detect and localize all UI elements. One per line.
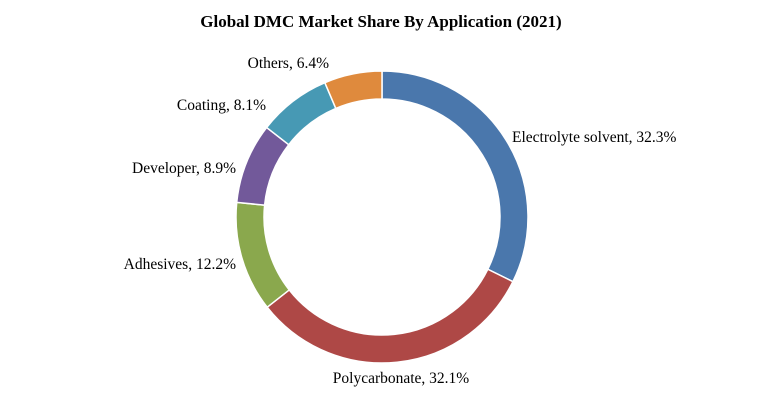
slice-adhesives — [235, 201, 291, 309]
slice-label-developer: Developer, 8.9% — [132, 160, 236, 177]
slice-label-electrolyte-solvent: Electrolyte solvent, 32.3% — [512, 129, 677, 146]
slice-label-adhesives: Adhesives, 12.2% — [124, 256, 236, 273]
labels-group: Electrolyte solvent, 32.3% Polycarbonate,… — [124, 55, 677, 387]
slice-coating — [265, 81, 337, 146]
slices-group — [235, 70, 529, 364]
slice-polycarbonate — [266, 268, 514, 364]
slice-others — [323, 70, 383, 110]
chart-title: Global DMC Market Share By Application (… — [200, 12, 561, 31]
slice-label-coating: Coating, 8.1% — [177, 97, 266, 114]
slice-label-polycarbonate: Polycarbonate, 32.1% — [333, 370, 470, 387]
slice-label-others: Others, 6.4% — [248, 55, 329, 72]
slice-electrolyte-solvent — [381, 70, 529, 283]
